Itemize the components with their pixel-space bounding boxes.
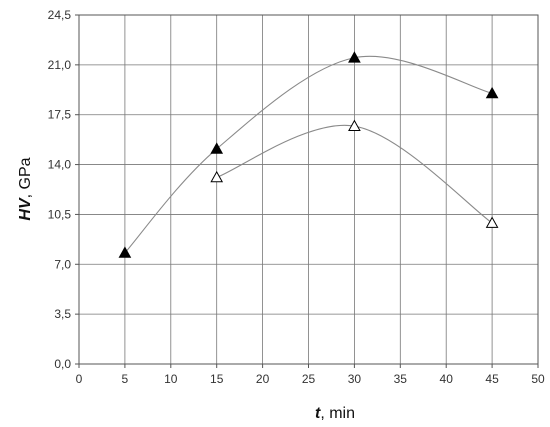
x-tick-label: 45	[485, 372, 499, 386]
y-tick-label: 24,5	[48, 8, 72, 22]
x-tick-label: 50	[531, 372, 545, 386]
y-tick-label: 3,5	[54, 307, 71, 321]
y-axis-variable: HV	[17, 197, 34, 221]
y-tick-labels: 0,0 3,5 7,0 10,5 14,0 17,5 21,0 24,5	[48, 8, 79, 371]
series-1-point	[485, 86, 499, 99]
x-axis-unit: , min	[320, 405, 355, 422]
y-tick-label: 14,0	[48, 158, 72, 172]
series-1-point	[348, 51, 361, 63]
y-tick-label: 21,0	[48, 58, 72, 72]
data-markers	[118, 51, 499, 258]
x-tick-label: 25	[302, 372, 316, 386]
x-tick-label: 5	[122, 372, 129, 386]
x-tick-label: 35	[394, 372, 408, 386]
series-2-point	[210, 170, 224, 183]
series-2-point	[348, 119, 361, 132]
x-tick-label: 30	[348, 372, 362, 386]
series-1-point	[118, 246, 132, 258]
y-tick-label: 17,5	[48, 108, 72, 122]
y-tick-label: 7,0	[54, 257, 71, 271]
series-1-curve	[124, 55, 493, 254]
series-2-point	[485, 216, 499, 228]
x-tick-labels: 0 5 10 15 20 25 30 35 40 45 50	[76, 364, 545, 386]
x-tick-label: 20	[256, 372, 270, 386]
series-1-point	[210, 142, 224, 154]
x-tick-label: 15	[210, 372, 224, 386]
y-tick-label: 10,5	[48, 207, 72, 221]
x-tick-label: 40	[440, 372, 454, 386]
x-tick-label: 10	[164, 372, 178, 386]
y-tick-label: 0,0	[54, 357, 71, 371]
x-axis-variable: t	[315, 405, 321, 422]
y-axis-unit: , GPa	[17, 157, 34, 198]
x-axis-label: t, min	[315, 405, 355, 422]
y-axis-label: HV, GPa	[17, 157, 34, 220]
grid	[79, 15, 538, 364]
x-tick-label: 0	[76, 372, 83, 386]
